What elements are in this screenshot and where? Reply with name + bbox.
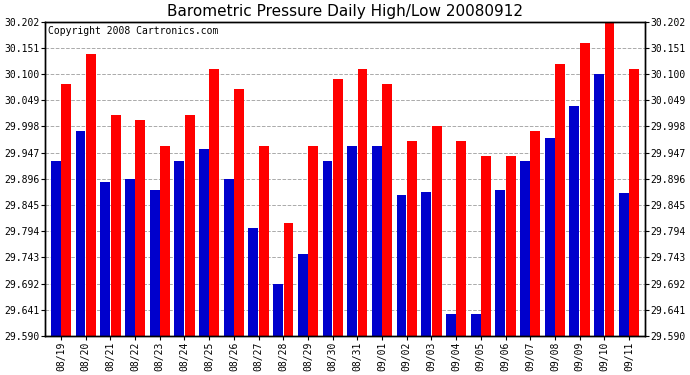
Bar <box>86 54 96 336</box>
Bar <box>520 161 530 336</box>
Bar <box>580 43 590 336</box>
Bar <box>259 146 268 336</box>
Bar <box>110 115 121 336</box>
Bar <box>594 74 604 336</box>
Bar <box>604 18 614 336</box>
Bar <box>619 193 629 336</box>
Bar <box>234 90 244 336</box>
Bar <box>298 254 308 336</box>
Bar <box>495 190 505 336</box>
Bar <box>185 115 195 336</box>
Bar <box>432 126 442 336</box>
Bar <box>481 156 491 336</box>
Bar <box>569 106 580 336</box>
Bar <box>160 146 170 336</box>
Title: Barometric Pressure Daily High/Low 20080912: Barometric Pressure Daily High/Low 20080… <box>167 4 523 19</box>
Bar <box>372 146 382 336</box>
Bar <box>273 284 283 336</box>
Bar <box>555 64 565 336</box>
Bar <box>210 69 219 336</box>
Bar <box>224 179 234 336</box>
Bar <box>545 138 555 336</box>
Bar <box>629 69 639 336</box>
Bar <box>61 84 71 336</box>
Bar <box>531 130 540 336</box>
Bar <box>308 146 318 336</box>
Bar <box>51 161 61 336</box>
Bar <box>446 314 456 336</box>
Bar <box>284 223 293 336</box>
Bar <box>422 192 431 336</box>
Bar <box>150 190 159 336</box>
Bar <box>125 179 135 336</box>
Text: Copyright 2008 Cartronics.com: Copyright 2008 Cartronics.com <box>48 26 218 36</box>
Bar <box>357 69 368 336</box>
Bar <box>135 120 145 336</box>
Bar <box>382 84 392 336</box>
Bar <box>407 141 417 336</box>
Bar <box>397 195 406 336</box>
Bar <box>322 161 333 336</box>
Bar <box>248 228 258 336</box>
Bar <box>471 314 480 336</box>
Bar <box>199 148 209 336</box>
Bar <box>76 130 86 336</box>
Bar <box>347 146 357 336</box>
Bar <box>100 182 110 336</box>
Bar <box>175 161 184 336</box>
Bar <box>333 79 343 336</box>
Bar <box>456 141 466 336</box>
Bar <box>506 156 515 336</box>
